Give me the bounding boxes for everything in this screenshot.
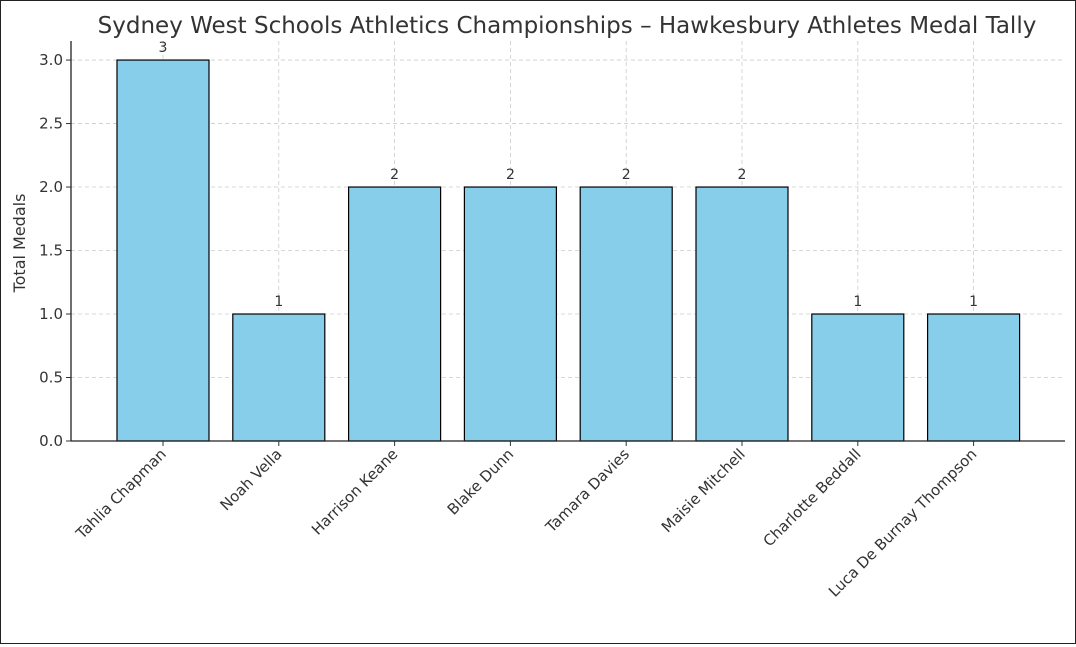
- bar: [695, 186, 789, 442]
- y-tick-label: 1.0: [39, 305, 63, 323]
- x-tick-label: Maisie Mitchell: [658, 445, 749, 536]
- data-label: 2: [738, 167, 747, 183]
- y-tick-label: 0.0: [39, 432, 63, 450]
- bar: [926, 313, 1021, 442]
- y-tick-label: 0.5: [39, 369, 63, 387]
- grid-lines: [71, 41, 1065, 442]
- bar: [811, 313, 905, 442]
- data-label: 2: [622, 167, 631, 183]
- y-axis-label: Total Medals: [10, 194, 29, 294]
- bar: [579, 186, 673, 442]
- x-tick-label: Noah Vella: [217, 445, 286, 514]
- x-tick-label: Tamara Davies: [541, 445, 633, 537]
- bar: [463, 186, 557, 442]
- data-label: 2: [506, 167, 515, 183]
- x-tick-label: Charlotte Beddall: [760, 445, 865, 550]
- x-tick-label: Harrison Keane: [308, 445, 402, 539]
- y-tick-label: 2.0: [39, 178, 63, 196]
- data-label: 1: [969, 294, 978, 310]
- chart-title: Sydney West Schools Athletics Championsh…: [98, 13, 1037, 39]
- data-label: 1: [274, 294, 283, 310]
- data-label: 1: [853, 294, 862, 310]
- data-label: 3: [159, 40, 168, 56]
- y-tick-label: 3.0: [39, 51, 63, 69]
- y-tick-label: 2.5: [39, 115, 63, 133]
- y-tick-label: 1.5: [39, 242, 63, 260]
- x-tick-label: Tahlia Chapman: [72, 445, 170, 543]
- data-label: 2: [390, 167, 399, 183]
- bar: [348, 186, 442, 442]
- x-tick-label: Blake Dunn: [444, 445, 517, 518]
- bar: [232, 313, 326, 442]
- axes: [66, 41, 1065, 446]
- bar: [116, 59, 210, 442]
